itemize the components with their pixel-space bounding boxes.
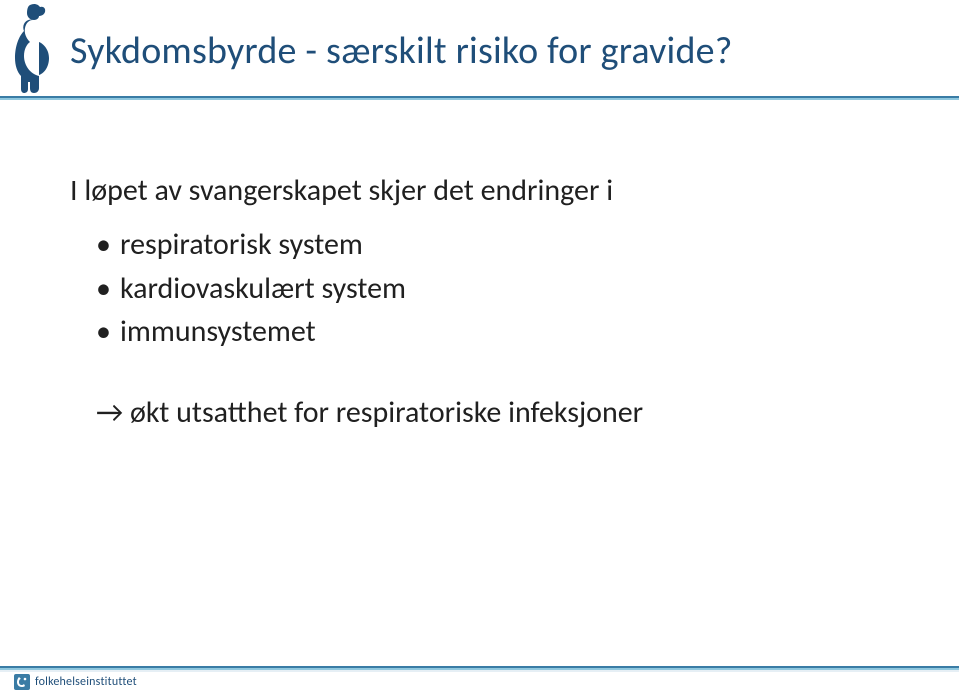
intro-text: I løpet av svangerskapet skjer det endri… xyxy=(70,172,899,209)
fhi-logo-mark-icon xyxy=(14,674,30,690)
bullet-item: immunsystemet xyxy=(96,310,899,354)
footer: folkehelseinstituttet xyxy=(0,666,959,694)
bullet-item: kardiovaskulært system xyxy=(96,267,899,311)
footer-logo: folkehelseinstituttet xyxy=(14,674,137,690)
bullet-item: respiratorisk system xyxy=(96,223,899,267)
conclusion-text: → økt utsatthet for respiratoriske infek… xyxy=(70,394,899,431)
body: I løpet av svangerskapet skjer det endri… xyxy=(70,172,899,431)
footer-org-name: folkehelseinstituttet xyxy=(35,675,137,689)
header-divider xyxy=(0,96,959,100)
bullet-list: respiratorisk system kardiovaskulært sys… xyxy=(70,223,899,354)
slide: Sykdomsbyrde - særskilt risiko for gravi… xyxy=(0,0,959,694)
header: Sykdomsbyrde - særskilt risiko for gravi… xyxy=(0,0,959,74)
slide-title: Sykdomsbyrde - særskilt risiko for gravi… xyxy=(70,28,919,74)
